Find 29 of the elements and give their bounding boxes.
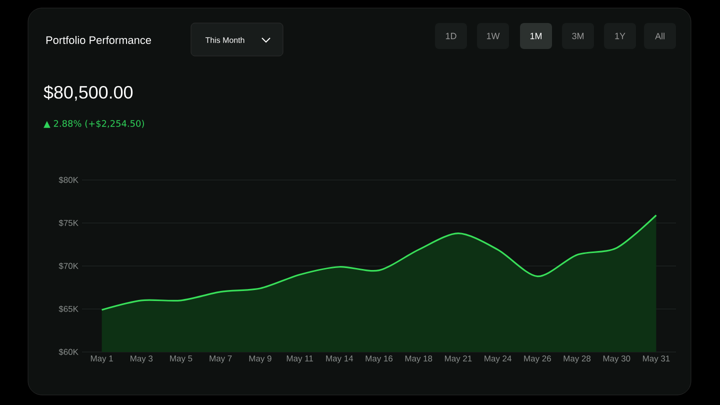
text: All — [655, 32, 664, 40]
y-tick-label: $75K — [58, 220, 78, 226]
y-tick-label: $65K — [58, 306, 78, 312]
chart-title: Portfolio Performance — [46, 36, 152, 44]
x-tick-label: May 28 — [564, 356, 591, 364]
text: 3M — [572, 32, 584, 40]
x-tick-label: May 5 — [170, 356, 192, 364]
x-tick-label: May 31 — [643, 356, 670, 364]
x-tick-label: May 18 — [405, 356, 432, 364]
chart-subtitle: $80,500.00 — [44, 85, 133, 101]
text: 1M — [530, 32, 542, 40]
text: 1D — [446, 32, 456, 40]
x-tick-label: May 3 — [130, 356, 153, 364]
x-tick-label: May 30 — [603, 356, 630, 364]
y-tick-label: $80K — [58, 176, 78, 184]
text: 1W — [486, 32, 500, 40]
text: 1Y — [615, 32, 626, 40]
x-tick-label: May 9 — [249, 356, 272, 364]
x-tick-label: May 7 — [210, 356, 232, 364]
x-tick-label: May 14 — [326, 356, 354, 364]
x-tick-label: May 21 — [445, 356, 472, 364]
y-tick-label: $60K — [58, 348, 78, 356]
x-tick-label: May 24 — [484, 356, 512, 364]
text: ▲ 2.88% (+$2,254.50) — [44, 120, 144, 128]
y-tick-label: $70K — [58, 262, 78, 270]
x-tick-label: May 16 — [366, 356, 393, 364]
x-tick-label: May 11 — [286, 356, 313, 364]
x-tick-label: May 1 — [90, 356, 113, 364]
x-tick-label: May 26 — [524, 356, 551, 364]
